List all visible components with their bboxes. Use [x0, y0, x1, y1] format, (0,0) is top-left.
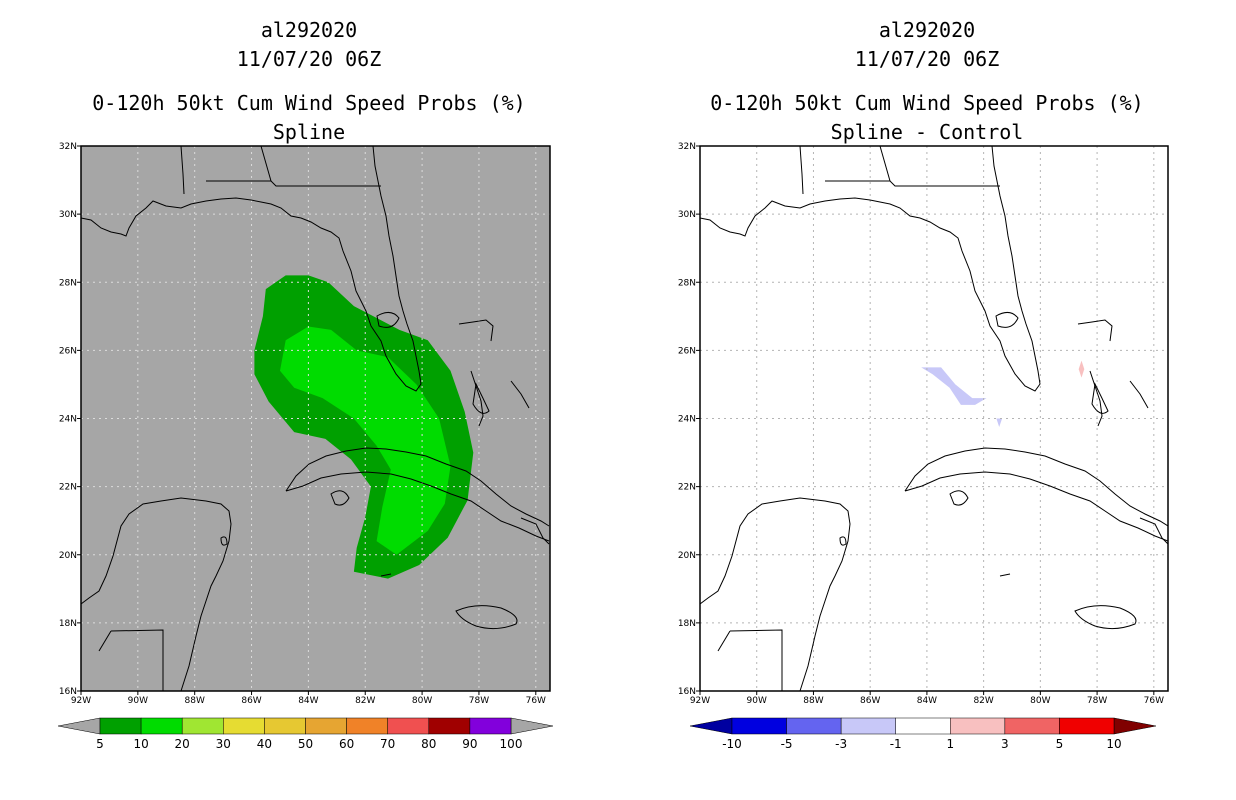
left-tick-label-x-2: 88W	[185, 696, 205, 706]
left-tick-label-y-8: 32N	[59, 142, 77, 152]
right-colorbar-label-6: 5	[1056, 737, 1064, 751]
left-tick-label-y-0: 16N	[59, 687, 77, 697]
left-colorbar-low-arrow	[57, 717, 101, 735]
diff-region-negative	[921, 367, 987, 405]
left-colorbar-swatch-4	[264, 717, 306, 735]
right-tick-label-y-4: 24N	[678, 415, 696, 425]
right-tick-label-y-6: 28N	[678, 278, 696, 288]
right-panel: al292020 11/07/20 06Z 0-120h 50kt Cum Wind…	[678, 18, 1169, 751]
left-tick-label-x-1: 90W	[128, 696, 148, 706]
left-tick-label-y-5: 26N	[59, 346, 77, 356]
left-tick-label-x-0: 92W	[71, 696, 91, 706]
right-tick-label-x-0: 92W	[690, 696, 710, 706]
right-colorbar-label-0: -10	[722, 737, 742, 751]
left-colorbar-label-3: 30	[216, 737, 231, 751]
right-colorbar-swatch-2	[840, 717, 896, 735]
left-map-area	[81, 146, 550, 691]
right-title-line-2: 11/07/20 06Z	[855, 47, 1000, 71]
left-tick-label-x-6: 80W	[412, 696, 432, 706]
left-tick-label-x-8: 76W	[526, 696, 546, 706]
left-colorbar-label-0: 5	[96, 737, 104, 751]
left-colorbar-swatch-7	[387, 717, 430, 735]
left-tick-label-x-3: 86W	[241, 696, 261, 706]
left-colorbar-high-arrow	[510, 717, 554, 735]
left-tick-label-x-4: 84W	[298, 696, 318, 706]
left-colorbar-swatch-6	[346, 717, 388, 735]
right-colorbar-swatch-3	[895, 717, 951, 735]
right-tick-label-y-8: 32N	[678, 142, 696, 152]
right-tick-label-y-5: 26N	[678, 346, 696, 356]
diff-region-positive	[1078, 360, 1085, 378]
left-colorbar-label-9: 90	[462, 737, 477, 751]
left-colorbar-swatch-0	[99, 717, 142, 735]
right-tick-label-y-2: 20N	[678, 551, 696, 561]
left-tick-label-y-7: 30N	[59, 210, 77, 220]
left-panel: al292020 11/07/20 06Z 0-120h 50kt Cum Wind…	[57, 18, 554, 751]
left-tick-label-y-4: 24N	[59, 415, 77, 425]
right-colorbar-label-4: 1	[946, 737, 954, 751]
left-colorbar-label-10: 100	[500, 737, 523, 751]
left-colorbar-swatch-1	[140, 717, 183, 735]
left-tick-label-y-2: 20N	[59, 551, 77, 561]
right-colorbar-swatch-0	[731, 717, 787, 735]
right-tick-label-y-1: 18N	[678, 619, 696, 629]
left-colorbar-label-6: 60	[339, 737, 354, 751]
right-tick-label-x-1: 90W	[747, 696, 767, 706]
left-colorbar-label-7: 70	[380, 737, 395, 751]
left-colorbar-swatch-3	[223, 717, 265, 735]
prob-region-10-20	[280, 326, 451, 555]
left-title-line-2: 11/07/20 06Z	[237, 47, 382, 71]
left-colorbar: 5 10 20 30 40 50 60 70 80 90 100	[57, 717, 554, 751]
right-map-area	[700, 146, 1168, 691]
right-colorbar-label-5: 3	[1001, 737, 1009, 751]
right-colorbar-high-arrow	[1113, 717, 1157, 735]
right-colorbar-label-3: -1	[890, 737, 902, 751]
left-title-line-1: al292020	[261, 18, 357, 42]
right-colorbar-label-2: -3	[835, 737, 847, 751]
right-tick-label-x-5: 82W	[973, 696, 993, 706]
right-colorbar-label-7: 10	[1106, 737, 1121, 751]
right-tick-label-y-3: 22N	[678, 483, 696, 493]
right-colorbar-swatch-6	[1059, 717, 1115, 735]
right-tick-label-x-7: 78W	[1087, 696, 1107, 706]
left-colorbar-label-1: 10	[133, 737, 148, 751]
right-colorbar-swatch-5	[1004, 717, 1060, 735]
left-colorbar-label-5: 50	[298, 737, 313, 751]
right-title-line-4: Spline - Control	[831, 120, 1024, 144]
right-tick-label-y-7: 30N	[678, 210, 696, 220]
diff-region-negative-small	[996, 418, 1003, 427]
left-colorbar-swatch-5	[305, 717, 347, 735]
left-colorbar-label-2: 20	[175, 737, 190, 751]
right-tick-label-y-0: 16N	[678, 687, 696, 697]
left-colorbar-swatch-2	[181, 717, 224, 735]
right-title-line-1: al292020	[879, 18, 975, 42]
right-tick-label-x-2: 88W	[803, 696, 823, 706]
right-colorbar-label-1: -5	[781, 737, 793, 751]
left-tick-label-x-5: 82W	[355, 696, 375, 706]
left-tick-label-y-3: 22N	[59, 483, 77, 493]
left-colorbar-swatch-8	[428, 717, 471, 735]
left-title-line-4: Spline	[273, 120, 345, 144]
left-tick-label-x-7: 78W	[469, 696, 489, 706]
right-colorbar: -10 -5 -3 -1 1 3 5 10	[689, 717, 1157, 751]
left-colorbar-label-4: 40	[257, 737, 272, 751]
left-colorbar-swatch-9	[469, 717, 512, 735]
left-tick-label-y-6: 28N	[59, 278, 77, 288]
right-colorbar-swatch-1	[786, 717, 842, 735]
left-colorbar-label-8: 80	[421, 737, 436, 751]
left-title-line-3: 0-120h 50kt Cum Wind Speed Probs (%)	[92, 91, 525, 115]
right-tick-label-x-6: 80W	[1030, 696, 1050, 706]
right-colorbar-low-arrow	[689, 717, 733, 735]
right-tick-label-x-8: 76W	[1144, 696, 1164, 706]
right-tick-label-x-4: 84W	[917, 696, 937, 706]
right-colorbar-swatch-4	[950, 717, 1006, 735]
right-tick-label-x-3: 86W	[860, 696, 880, 706]
left-tick-label-y-1: 18N	[59, 619, 77, 629]
right-title-line-3: 0-120h 50kt Cum Wind Speed Probs (%)	[710, 91, 1143, 115]
